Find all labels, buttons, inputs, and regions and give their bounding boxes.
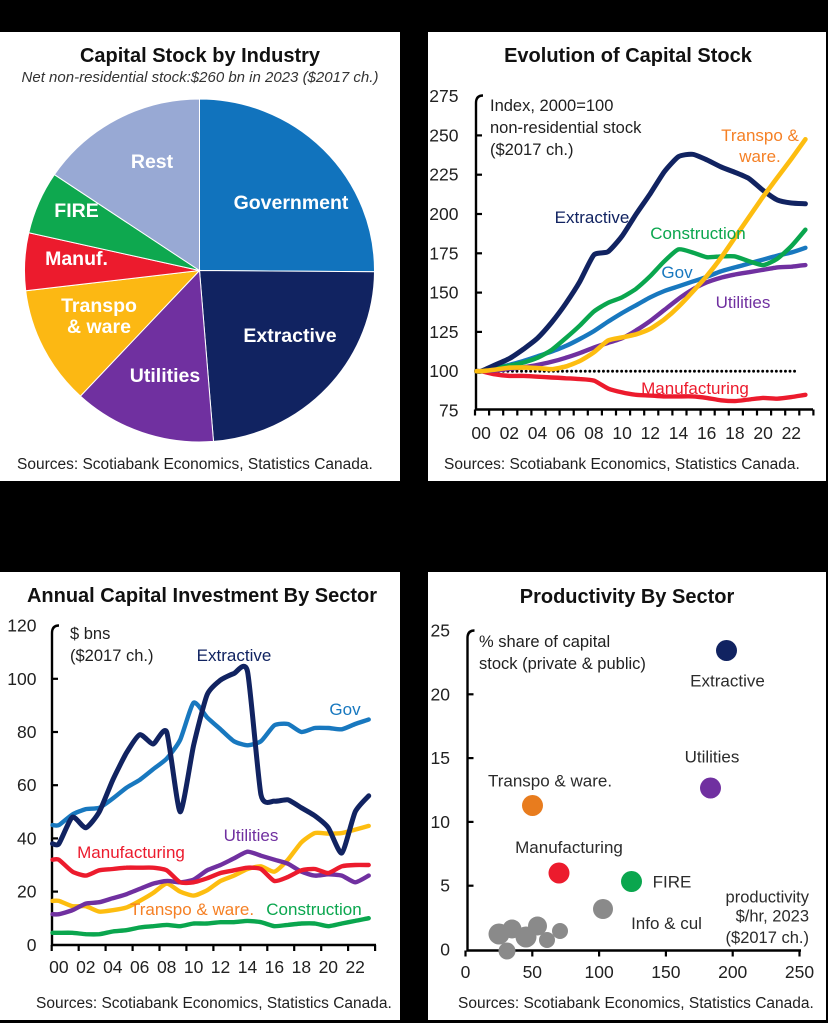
svg-text:Capital Stock by Industry: Capital Stock by Industry <box>80 45 321 67</box>
svg-text:14: 14 <box>238 957 258 977</box>
svg-text:Transpo &: Transpo & <box>721 126 799 145</box>
svg-text:75: 75 <box>439 401 458 421</box>
svg-text:12: 12 <box>211 957 230 977</box>
svg-text:Gov: Gov <box>661 263 693 282</box>
svg-text:($2017 ch.): ($2017 ch.) <box>70 647 153 665</box>
svg-text:150: 150 <box>429 283 458 303</box>
svg-text:14: 14 <box>669 423 689 443</box>
svg-text:15: 15 <box>431 748 450 768</box>
svg-text:non-residential stock: non-residential stock <box>490 119 642 137</box>
svg-text:10: 10 <box>431 812 451 832</box>
svg-text:100: 100 <box>429 361 458 381</box>
svg-text:00: 00 <box>471 423 491 443</box>
svg-text:Manufacturing: Manufacturing <box>77 843 185 862</box>
svg-text:& ware: & ware <box>67 316 131 338</box>
svg-text:125: 125 <box>429 322 458 342</box>
svg-text:18: 18 <box>292 957 311 977</box>
svg-text:Sources: Scotiabank Economics,: Sources: Scotiabank Economics, Statistic… <box>458 995 814 1012</box>
svg-text:Rest: Rest <box>131 151 174 173</box>
svg-text:120: 120 <box>7 616 36 636</box>
svg-text:$/hr, 2023: $/hr, 2023 <box>736 908 809 926</box>
svg-text:10: 10 <box>184 957 204 977</box>
svg-text:% share of capital: % share of capital <box>479 633 610 651</box>
svg-text:Evolution of Capital Stock: Evolution of Capital Stock <box>504 45 753 67</box>
svg-text:($2017 ch.): ($2017 ch.) <box>726 929 809 947</box>
svg-text:FIRE: FIRE <box>653 873 692 892</box>
svg-text:$ bns: $ bns <box>70 625 110 643</box>
svg-text:0: 0 <box>440 940 450 960</box>
svg-text:Extractive: Extractive <box>690 672 765 691</box>
svg-text:0: 0 <box>27 935 37 955</box>
svg-text:00: 00 <box>49 957 69 977</box>
svg-text:22: 22 <box>345 957 364 977</box>
svg-text:Construction: Construction <box>650 224 745 243</box>
svg-text:16: 16 <box>265 957 284 977</box>
svg-text:productivity: productivity <box>726 889 810 907</box>
svg-text:100: 100 <box>7 669 36 689</box>
svg-text:16: 16 <box>697 423 716 443</box>
svg-text:04: 04 <box>103 957 123 977</box>
svg-text:Annual Capital Investment By S: Annual Capital Investment By Sector <box>27 585 377 607</box>
svg-text:10: 10 <box>612 423 632 443</box>
svg-text:FIRE: FIRE <box>54 200 98 222</box>
svg-text:Transpo & ware.: Transpo & ware. <box>130 900 254 919</box>
svg-text:Extractive: Extractive <box>197 646 272 665</box>
svg-text:18: 18 <box>725 423 744 443</box>
svg-text:Net non-residential stock:$260: Net non-residential stock:$260 bn in 202… <box>22 69 379 86</box>
svg-text:20: 20 <box>431 684 451 704</box>
svg-text:Gov: Gov <box>329 700 361 719</box>
svg-text:Extractive: Extractive <box>555 208 630 227</box>
svg-text:20: 20 <box>753 423 773 443</box>
svg-text:02: 02 <box>500 423 519 443</box>
svg-text:Government: Government <box>234 192 349 214</box>
svg-text:0: 0 <box>461 962 471 982</box>
svg-text:Productivity By Sector: Productivity By Sector <box>520 586 735 608</box>
svg-text:Sources: Scotiabank Economics,: Sources: Scotiabank Economics, Statistic… <box>17 456 373 473</box>
svg-text:Utilities: Utilities <box>224 826 279 845</box>
svg-text:08: 08 <box>157 957 176 977</box>
svg-text:Transpo: Transpo <box>61 295 137 317</box>
svg-text:250: 250 <box>785 962 814 982</box>
svg-text:06: 06 <box>130 957 149 977</box>
svg-text:200: 200 <box>429 204 458 224</box>
svg-text:Sources: Scotiabank Economics,: Sources: Scotiabank Economics, Statistic… <box>444 456 800 473</box>
svg-text:5: 5 <box>440 876 450 896</box>
svg-text:08: 08 <box>584 423 603 443</box>
svg-text:stock (private & public): stock (private & public) <box>479 655 646 673</box>
svg-text:($2017 ch.): ($2017 ch.) <box>490 141 573 159</box>
svg-text:250: 250 <box>429 125 458 145</box>
svg-text:22: 22 <box>782 423 801 443</box>
svg-text:04: 04 <box>528 423 548 443</box>
svg-text:150: 150 <box>651 962 680 982</box>
svg-text:Manufacturing: Manufacturing <box>641 379 749 398</box>
svg-text:Transpo & ware.: Transpo & ware. <box>488 772 612 791</box>
svg-text:225: 225 <box>429 165 458 185</box>
svg-text:200: 200 <box>718 962 747 982</box>
svg-text:175: 175 <box>429 243 458 263</box>
svg-text:ware.: ware. <box>738 147 781 166</box>
svg-text:100: 100 <box>584 962 613 982</box>
svg-text:20: 20 <box>319 957 339 977</box>
svg-text:Manuf.: Manuf. <box>45 248 108 270</box>
svg-text:25: 25 <box>431 621 450 641</box>
svg-text:40: 40 <box>17 828 37 848</box>
svg-text:80: 80 <box>17 722 37 742</box>
svg-text:20: 20 <box>17 882 37 902</box>
svg-text:02: 02 <box>76 957 95 977</box>
svg-text:Sources: Scotiabank Economics,: Sources: Scotiabank Economics, Statistic… <box>36 995 392 1012</box>
svg-text:Extractive: Extractive <box>243 325 336 347</box>
svg-text:275: 275 <box>429 86 458 106</box>
svg-text:Index, 2000=100: Index, 2000=100 <box>490 97 613 115</box>
svg-text:Utilities: Utilities <box>685 748 740 767</box>
svg-text:12: 12 <box>641 423 660 443</box>
svg-text:06: 06 <box>556 423 575 443</box>
svg-text:60: 60 <box>17 775 37 795</box>
svg-text:Manufacturing: Manufacturing <box>515 838 623 857</box>
svg-text:50: 50 <box>523 962 543 982</box>
svg-text:Info & cul: Info & cul <box>631 914 702 933</box>
svg-text:Construction: Construction <box>266 900 361 919</box>
svg-text:Utilities: Utilities <box>130 365 201 387</box>
svg-text:Utilities: Utilities <box>716 293 771 312</box>
